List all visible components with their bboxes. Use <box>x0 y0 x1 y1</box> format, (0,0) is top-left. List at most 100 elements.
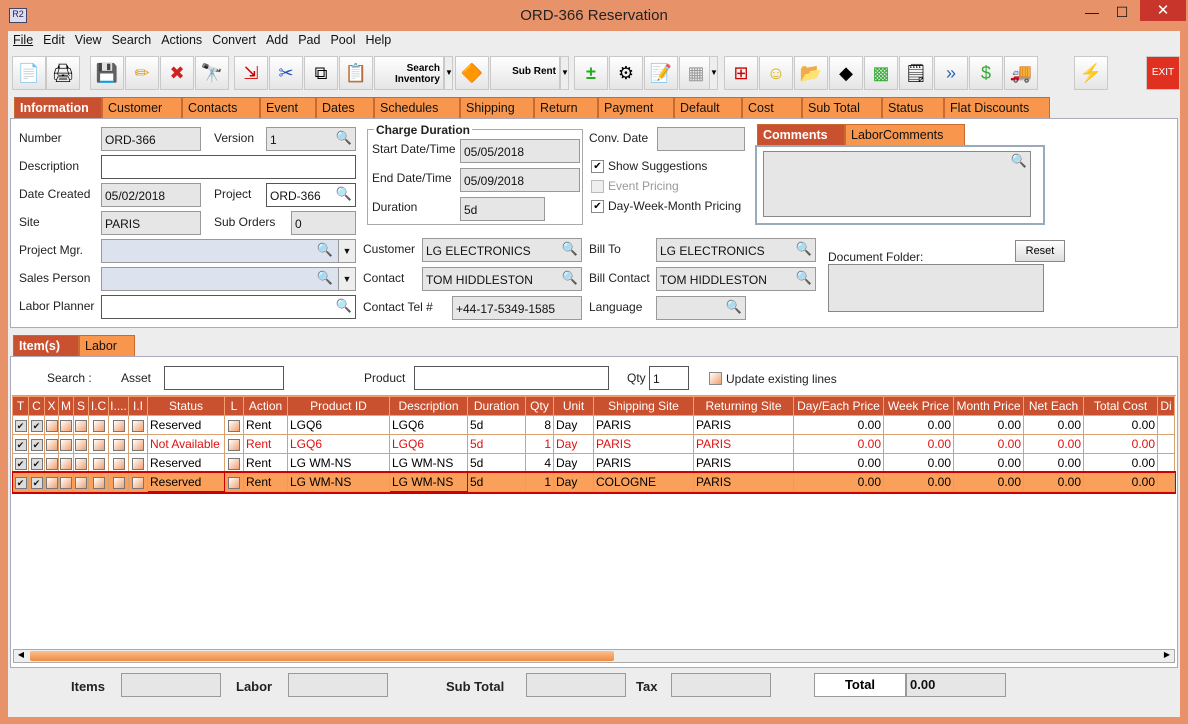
cell-net[interactable]: 0.00 <box>1023 434 1084 454</box>
find-binoculars-icon[interactable]: 🔭 <box>195 56 229 90</box>
column-header[interactable]: Returning Site <box>693 396 794 416</box>
column-header[interactable]: Shipping Site <box>593 396 694 416</box>
column-header[interactable]: Qty <box>525 396 554 416</box>
column-header[interactable]: Description <box>389 396 468 416</box>
cell-shipping[interactable]: PARIS <box>593 434 694 454</box>
cell-shipping[interactable]: PARIS <box>593 415 694 435</box>
maximize-button[interactable]: ☐ <box>1115 4 1129 20</box>
cell-duration[interactable]: 5d <box>467 472 526 492</box>
row-checkbox[interactable] <box>60 419 72 432</box>
event-pricing-checkbox[interactable] <box>591 180 604 193</box>
folder-clock-icon[interactable]: 📂 <box>794 56 828 90</box>
minimize-button[interactable]: — <box>1085 4 1099 20</box>
tab-sub-total[interactable]: Sub Total <box>802 97 882 118</box>
cell-unit[interactable]: Day <box>553 453 594 473</box>
row-checkbox[interactable] <box>228 476 240 489</box>
cell-description[interactable]: LGQ6 <box>389 415 468 435</box>
row-checkbox[interactable]: ✔ <box>14 476 27 489</box>
row-checkbox[interactable] <box>92 476 105 489</box>
cell-description[interactable]: LG WM-NS <box>389 472 468 492</box>
table-row[interactable]: ✔ ✔ Reserved Rent LGQ6 LGQ6 5d 8 Day PARIS PARIS 0.… <box>12 415 1175 435</box>
column-header[interactable]: I.C <box>88 396 109 416</box>
close-button[interactable]: ✕ <box>1140 0 1186 21</box>
check-cell[interactable] <box>73 434 89 454</box>
delete-icon[interactable]: ✖ <box>160 56 194 90</box>
check-cell[interactable] <box>108 434 129 454</box>
comment-tab-laborcomments[interactable]: LaborComments <box>845 124 965 145</box>
forward-money-icon[interactable]: » <box>934 56 968 90</box>
row-checkbox[interactable] <box>92 457 105 470</box>
column-header[interactable]: Product ID <box>287 396 390 416</box>
row-checkbox[interactable] <box>112 476 125 489</box>
update-existing-checkbox[interactable] <box>709 372 722 385</box>
menu-file[interactable]: File <box>13 33 34 47</box>
check-cell[interactable] <box>58 415 74 435</box>
cell-action[interactable]: Rent <box>243 415 288 435</box>
invoice-money-icon[interactable]: $ <box>969 56 1003 90</box>
cell-status[interactable]: Reserved <box>147 472 225 492</box>
language-field[interactable]: 🔍 <box>656 296 746 320</box>
cut-icon[interactable]: ✂ <box>269 56 303 90</box>
menu-search[interactable]: Search <box>111 33 152 47</box>
check-cell[interactable]: ✔ <box>12 434 29 454</box>
row-checkbox[interactable] <box>45 438 58 451</box>
new-icon[interactable]: 📄 <box>12 56 46 90</box>
tab-customer[interactable]: Customer <box>102 97 182 118</box>
cell-qty[interactable]: 4 <box>525 453 554 473</box>
cell-month[interactable]: 0.00 <box>953 434 1024 454</box>
search-icon[interactable]: 🔍 <box>561 241 578 256</box>
horizontal-scrollbar[interactable]: ◀ ▶ <box>13 649 1175 663</box>
row-checkbox[interactable] <box>228 438 240 451</box>
check-cell[interactable] <box>88 415 109 435</box>
qty-input[interactable]: 1 <box>649 366 689 390</box>
cell-returning[interactable]: PARIS <box>693 434 794 454</box>
cell-net[interactable]: 0.00 <box>1023 453 1084 473</box>
row-checkbox[interactable] <box>75 476 87 489</box>
check-cell[interactable] <box>58 434 74 454</box>
version-field[interactable]: 1 🔍 <box>266 127 356 151</box>
row-checkbox[interactable]: ✔ <box>30 419 43 432</box>
lock-cell[interactable] <box>224 434 244 454</box>
start-date-field[interactable]: 05/05/2018 <box>460 139 580 163</box>
smiley-icon[interactable]: ☺ <box>759 56 793 90</box>
eraser-icon[interactable]: ◆ <box>829 56 863 90</box>
hierarchy-icon[interactable]: ⊞ <box>724 56 758 90</box>
search-icon[interactable]: 🔍 <box>335 298 352 313</box>
exit-button[interactable]: EXIT <box>1146 56 1180 90</box>
column-header[interactable]: Action <box>243 396 288 416</box>
transfer-document-icon[interactable]: ⇲ <box>234 56 268 90</box>
row-checkbox[interactable] <box>112 457 125 470</box>
menu-edit[interactable]: Edit <box>43 33 65 47</box>
check-cell[interactable]: ✔ <box>12 472 29 492</box>
paste-icon[interactable]: 📋 <box>339 56 373 90</box>
row-checkbox[interactable] <box>60 438 72 451</box>
cell-day[interactable]: 0.00 <box>793 472 884 492</box>
row-checkbox[interactable] <box>60 457 72 470</box>
search-inventory-dropdown[interactable]: ▼ <box>444 56 453 90</box>
tab-shipping[interactable]: Shipping <box>460 97 534 118</box>
search-icon[interactable]: 🔍 <box>335 186 352 201</box>
customer-field[interactable]: LG ELECTRONICS 🔍 <box>422 238 582 262</box>
cube-chart-icon[interactable]: ▩ <box>864 56 898 90</box>
cell-unit[interactable]: Day <box>553 434 594 454</box>
cell-status[interactable]: Reserved <box>147 453 225 473</box>
column-header[interactable]: Status <box>147 396 225 416</box>
scrollbar-thumb[interactable] <box>30 651 614 661</box>
cell-week[interactable]: 0.00 <box>883 453 954 473</box>
tab-return[interactable]: Return <box>534 97 598 118</box>
row-checkbox[interactable] <box>92 438 105 451</box>
column-header[interactable]: S <box>73 396 89 416</box>
check-cell[interactable]: ✔ <box>12 415 29 435</box>
description-field[interactable] <box>101 155 356 179</box>
cell-unit[interactable]: Day <box>553 472 594 492</box>
check-cell[interactable] <box>88 472 109 492</box>
cell-status[interactable]: Reserved <box>147 415 225 435</box>
lower-tab-items[interactable]: Item(s) <box>13 335 79 356</box>
check-cell[interactable] <box>128 453 148 473</box>
sub-rent-button[interactable]: Sub Rent <box>490 56 560 90</box>
tab-payment[interactable]: Payment <box>598 97 674 118</box>
contact-tel-field[interactable]: +44-17-5349-1585 <box>452 296 582 320</box>
tab-cost[interactable]: Cost <box>742 97 802 118</box>
document-folder-box[interactable] <box>828 264 1044 312</box>
row-checkbox[interactable] <box>45 419 58 432</box>
